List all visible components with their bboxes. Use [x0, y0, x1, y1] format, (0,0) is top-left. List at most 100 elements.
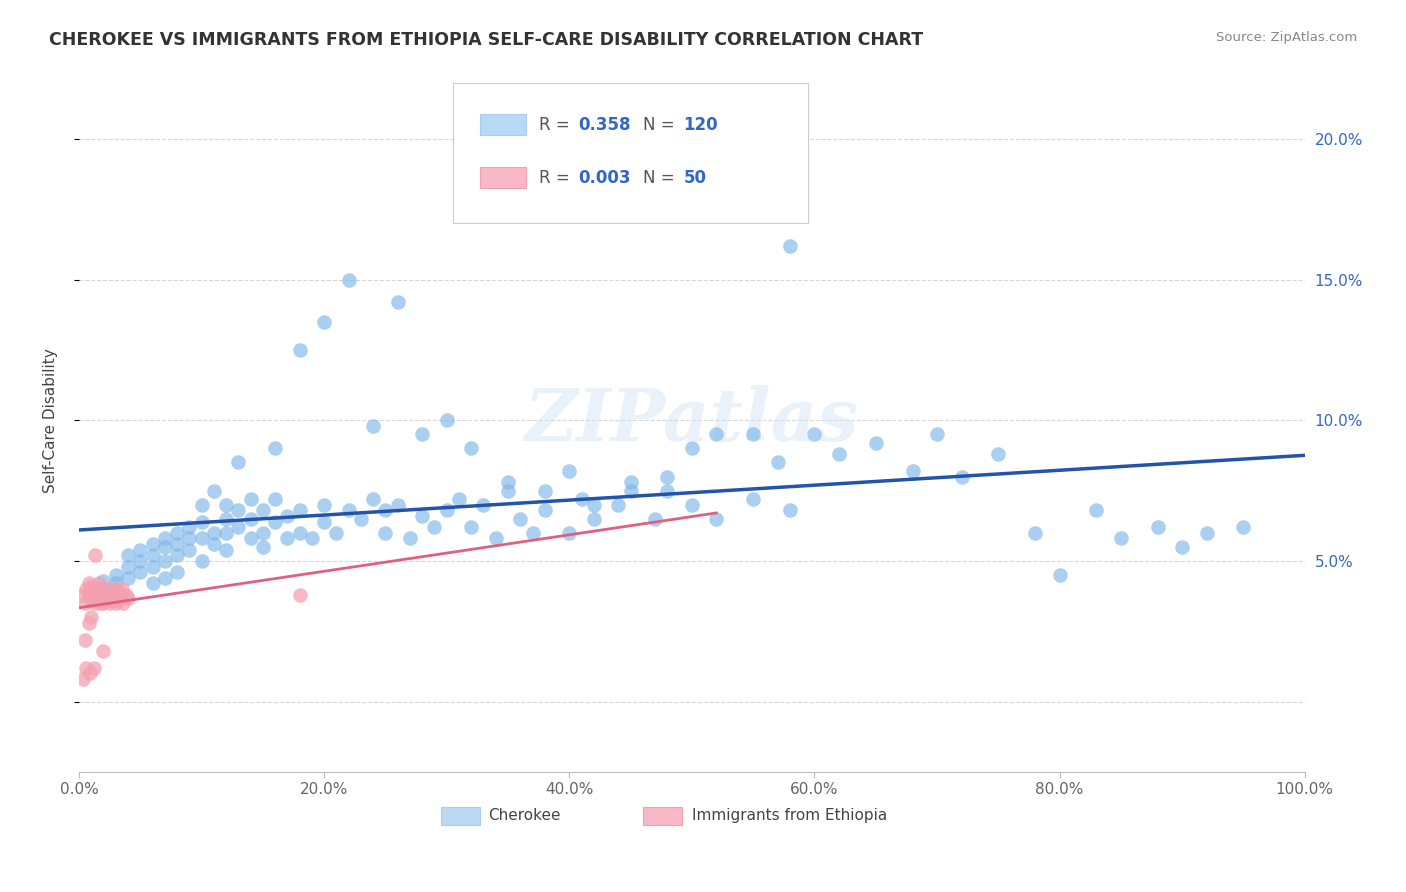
Point [239, 491, 262, 506]
Point [190, 515, 212, 529]
Point [117, 559, 139, 574]
FancyBboxPatch shape [643, 807, 682, 825]
Point [387, 295, 409, 310]
Point [361, 491, 384, 506]
Point [179, 520, 201, 534]
Point [1109, 532, 1132, 546]
Text: N =: N = [643, 169, 679, 186]
Point [558, 525, 581, 540]
Point [361, 418, 384, 433]
Point [644, 512, 666, 526]
Point [706, 512, 728, 526]
Point [436, 413, 458, 427]
Point [742, 427, 765, 442]
Point [153, 554, 176, 568]
FancyBboxPatch shape [479, 167, 526, 188]
Point [226, 455, 249, 469]
Point [779, 503, 801, 517]
Point [117, 591, 139, 605]
Point [98, 582, 121, 596]
Point [79, 666, 101, 681]
Point [90, 585, 112, 599]
Point [925, 427, 948, 442]
FancyBboxPatch shape [453, 83, 808, 223]
Point [202, 537, 225, 551]
Point [657, 469, 679, 483]
Point [153, 540, 176, 554]
Text: 0.358: 0.358 [578, 116, 630, 134]
Point [112, 596, 135, 610]
Point [226, 503, 249, 517]
Point [190, 554, 212, 568]
Point [84, 582, 107, 596]
FancyBboxPatch shape [440, 807, 479, 825]
Point [83, 661, 105, 675]
Point [325, 525, 347, 540]
Point [1024, 525, 1046, 540]
Point [80, 593, 103, 607]
Point [179, 532, 201, 546]
Point [865, 435, 887, 450]
Text: ZIPatlas: ZIPatlas [524, 384, 859, 456]
Point [110, 591, 132, 605]
Point [86, 593, 108, 607]
Point [117, 571, 139, 585]
Point [111, 582, 134, 596]
Point [107, 593, 129, 607]
Point [706, 427, 728, 442]
Point [337, 272, 360, 286]
Text: Source: ZipAtlas.com: Source: ZipAtlas.com [1216, 31, 1357, 45]
Point [301, 532, 323, 546]
Point [264, 442, 287, 456]
Point [77, 576, 100, 591]
Point [104, 568, 127, 582]
Text: 120: 120 [683, 116, 718, 134]
Point [264, 515, 287, 529]
Point [141, 549, 163, 563]
Point [276, 532, 298, 546]
Point [93, 644, 115, 658]
Point [374, 525, 396, 540]
Point [766, 455, 789, 469]
Point [582, 498, 605, 512]
Point [103, 585, 125, 599]
Point [141, 576, 163, 591]
Point [75, 661, 97, 675]
Point [166, 525, 188, 540]
Point [252, 525, 274, 540]
Point [485, 532, 508, 546]
Point [86, 588, 108, 602]
Point [96, 585, 118, 599]
Point [239, 532, 262, 546]
Point [166, 565, 188, 579]
Point [239, 512, 262, 526]
Point [950, 469, 973, 483]
Point [75, 632, 97, 647]
Point [533, 503, 555, 517]
Point [460, 442, 482, 456]
Point [89, 596, 111, 610]
Point [72, 588, 94, 602]
Point [350, 512, 373, 526]
Point [141, 559, 163, 574]
Point [314, 515, 336, 529]
Point [607, 498, 630, 512]
Point [314, 498, 336, 512]
Point [87, 576, 110, 591]
FancyBboxPatch shape [479, 114, 526, 136]
Point [215, 512, 238, 526]
Point [77, 615, 100, 630]
Point [153, 532, 176, 546]
Point [276, 508, 298, 523]
Point [742, 491, 765, 506]
Point [215, 542, 238, 557]
Point [657, 483, 679, 498]
Point [1171, 540, 1194, 554]
Point [619, 483, 641, 498]
Point [288, 588, 311, 602]
Point [80, 591, 103, 605]
Point [108, 585, 131, 599]
Point [496, 483, 519, 498]
Point [399, 532, 422, 546]
Point [93, 574, 115, 588]
